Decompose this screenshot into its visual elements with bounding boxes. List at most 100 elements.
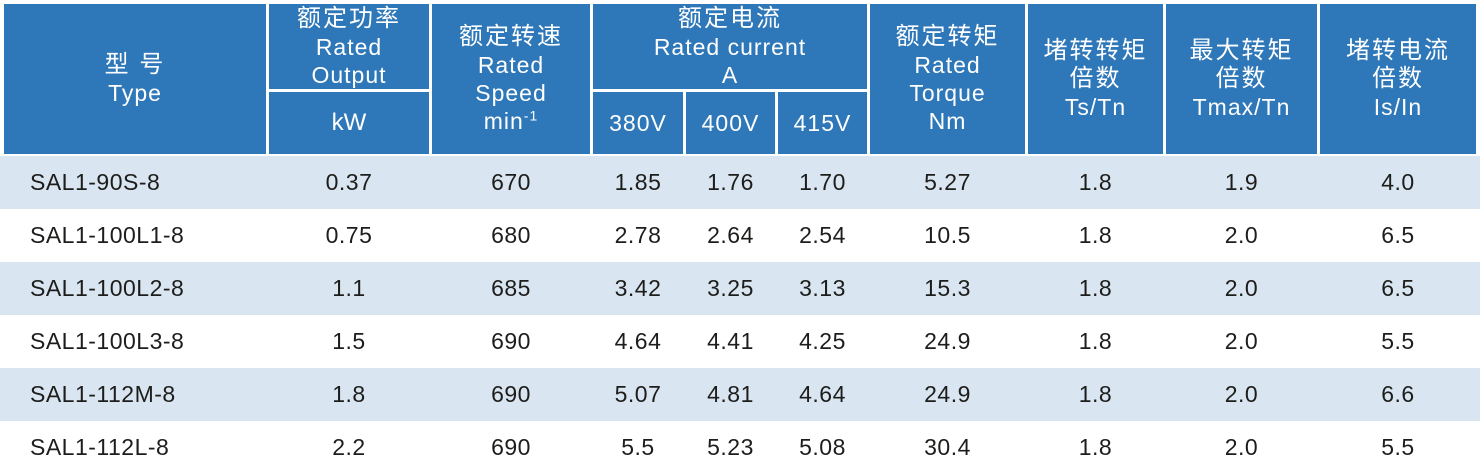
cell-i400: 3.25: [707, 275, 754, 301]
header-rated-output-zh: 额定功率: [297, 4, 401, 32]
cell-i380: 3.42: [614, 275, 662, 301]
cell-kw: 2.2: [332, 434, 366, 460]
header-rated-speed-unit: min-1: [483, 107, 539, 134]
cell-speed: 690: [491, 328, 531, 354]
header-max-torque-zh2: 倍数: [1215, 65, 1268, 92]
cell-kw: 1.1: [332, 275, 366, 301]
header-rated-torque-zh: 额定转矩: [895, 23, 1000, 50]
header-locked-rotor-current: 堵转电流 倍数 Is/In: [1320, 4, 1476, 154]
cell-kw: 0.75: [325, 222, 373, 248]
header-max-torque: 最大转矩 倍数 Tmax/Tn: [1166, 4, 1317, 154]
cell-type: SAL1-100L1-8: [30, 222, 185, 248]
kw-unit-label: kW: [331, 109, 367, 136]
cell-speed: 690: [491, 381, 531, 407]
table-row: SAL1-100L1-8 0.75 680 2.78 2.64 2.54 10.…: [0, 209, 1480, 262]
cell-kw: 1.8: [332, 381, 366, 407]
cell-is-in: 5.5: [1381, 434, 1415, 460]
header-locked-rotor-torque-zh2: 倍数: [1069, 65, 1122, 92]
cell-tmax-tn: 2.0: [1224, 434, 1259, 460]
cell-i415: 3.13: [799, 275, 846, 301]
header-rated-output-en1: Rated: [315, 33, 383, 60]
cell-kw: 0.37: [325, 169, 373, 195]
header-max-torque-zh1: 最大转矩: [1189, 37, 1294, 64]
header-rated-output: 额定功率 Rated Output: [269, 4, 429, 89]
voltage-415-label: 415V: [793, 110, 852, 136]
table-row: SAL1-90S-8 0.37 670 1.85 1.76 1.70 5.27 …: [0, 156, 1480, 209]
header-rated-output-en2: Output: [311, 61, 387, 88]
cell-torque: 30.4: [924, 434, 971, 460]
cell-type: SAL1-112L-8: [30, 434, 170, 460]
header-type: 型 号 Type: [4, 4, 266, 154]
header-locked-rotor-torque: 堵转转矩 倍数 Ts/Tn: [1028, 4, 1163, 154]
table-row: SAL1-112L-8 2.2 690 5.5 5.23 5.08 30.4 1…: [0, 421, 1480, 474]
header-locked-rotor-current-ratio: Is/In: [1373, 94, 1423, 120]
cell-torque: 15.3: [924, 275, 971, 301]
header-max-torque-ratio: Tmax/Tn: [1192, 94, 1291, 120]
cell-i380: 1.85: [614, 169, 662, 195]
cell-is-in: 4.0: [1381, 169, 1415, 195]
voltage-380-label: 380V: [609, 110, 667, 136]
cell-i415: 4.25: [799, 328, 846, 354]
cell-i400: 2.64: [707, 222, 754, 248]
cell-i400: 5.23: [707, 434, 754, 460]
cell-ts-tn: 1.8: [1078, 328, 1113, 354]
cell-i380: 4.64: [614, 328, 662, 354]
cell-tmax-tn: 1.9: [1224, 169, 1259, 195]
header-rated-torque-en2: Torque: [909, 80, 986, 106]
cell-ts-tn: 1.8: [1078, 381, 1113, 407]
header-voltage-415: 415V: [778, 92, 867, 154]
cell-tmax-tn: 2.0: [1224, 381, 1259, 407]
cell-torque: 24.9: [924, 381, 971, 407]
header-locked-rotor-torque-zh1: 堵转转矩: [1043, 37, 1148, 64]
cell-is-in: 6.6: [1381, 381, 1415, 407]
table-row: SAL1-112M-8 1.8 690 5.07 4.81 4.64 24.9 …: [0, 368, 1480, 421]
cell-i415: 1.70: [799, 169, 846, 195]
cell-ts-tn: 1.8: [1078, 169, 1113, 195]
cell-type: SAL1-90S-8: [30, 169, 161, 195]
header-rated-torque: 额定转矩 Rated Torque Nm: [870, 4, 1025, 154]
cell-i415: 2.54: [799, 222, 846, 248]
cell-i380: 5.07: [614, 381, 662, 407]
header-rated-output-unit: kW: [269, 92, 429, 154]
table-row: SAL1-100L3-8 1.5 690 4.64 4.41 4.25 24.9…: [0, 315, 1480, 368]
cell-ts-tn: 1.8: [1078, 434, 1113, 460]
cell-speed: 670: [491, 169, 531, 195]
header-voltage-380: 380V: [593, 92, 683, 154]
header-rated-torque-en1: Rated: [914, 52, 981, 78]
table-row: SAL1-100L2-8 1.1 685 3.42 3.25 3.13 15.3…: [0, 262, 1480, 315]
cell-i380: 5.5: [621, 434, 655, 460]
cell-type: SAL1-100L3-8: [30, 328, 185, 354]
cell-speed: 685: [491, 275, 531, 301]
header-locked-rotor-torque-ratio: Ts/Tn: [1064, 94, 1127, 120]
header-rated-current-unit: A: [721, 61, 739, 88]
cell-kw: 1.5: [332, 328, 366, 354]
header-rated-current-group: 额定电流 Rated current A: [593, 4, 867, 89]
cell-i415: 5.08: [799, 434, 846, 460]
header-rated-torque-unit: Nm: [928, 108, 967, 134]
header-rated-speed-en1: Rated: [477, 52, 545, 78]
header-voltage-400: 400V: [686, 92, 775, 154]
cell-i380: 2.78: [614, 222, 662, 248]
cell-type: SAL1-112M-8: [30, 381, 176, 407]
table-header: 型 号 Type 额定功率 Rated Output kW 额定转速 Rated…: [4, 4, 1476, 154]
cell-i400: 1.76: [707, 169, 754, 195]
cell-is-in: 5.5: [1381, 328, 1415, 354]
cell-type: SAL1-100L2-8: [30, 275, 185, 301]
cell-is-in: 6.5: [1381, 222, 1415, 248]
cell-tmax-tn: 2.0: [1224, 222, 1259, 248]
cell-speed: 690: [491, 434, 531, 460]
cell-tmax-tn: 2.0: [1224, 275, 1259, 301]
header-rated-current-en: Rated current: [653, 33, 807, 60]
voltage-400-label: 400V: [701, 110, 760, 136]
cell-tmax-tn: 2.0: [1224, 328, 1259, 354]
header-type-zh: 型 号: [104, 51, 166, 78]
cell-i415: 4.64: [799, 381, 846, 407]
header-rated-speed: 额定转速 Rated Speed min-1: [432, 4, 590, 154]
header-type-en: Type: [108, 80, 162, 106]
cell-torque: 5.27: [924, 169, 971, 195]
header-locked-rotor-current-zh1: 堵转电流: [1346, 37, 1450, 64]
cell-i400: 4.41: [707, 328, 754, 354]
cell-is-in: 6.5: [1381, 275, 1415, 301]
cell-ts-tn: 1.8: [1078, 222, 1113, 248]
